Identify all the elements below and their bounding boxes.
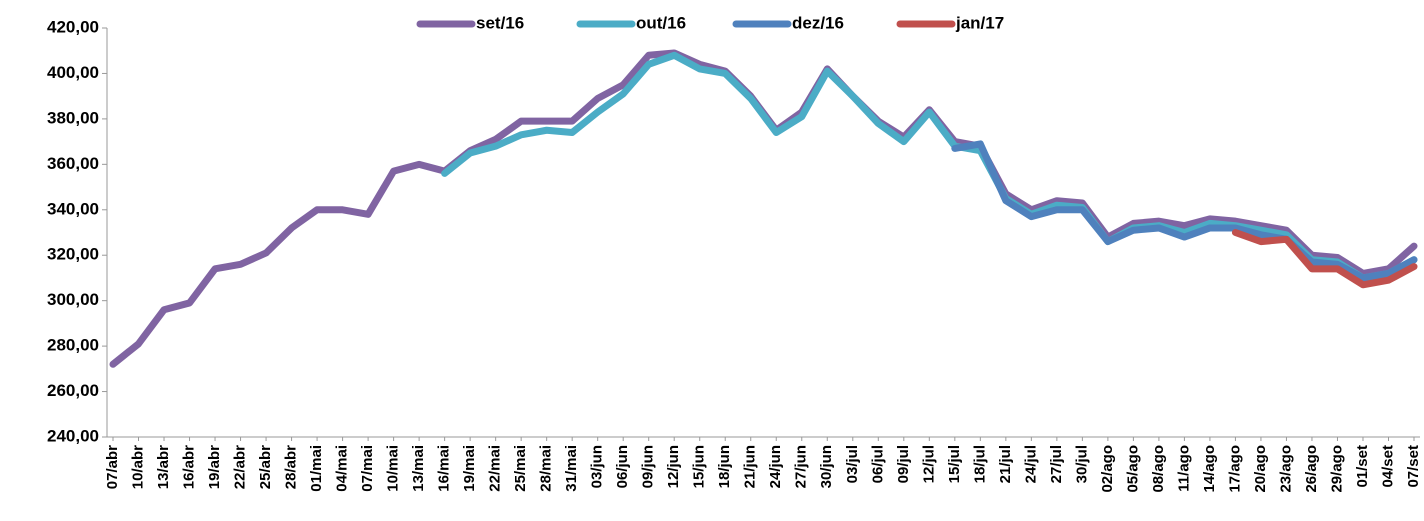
y-tick-label: 240,00	[47, 426, 99, 445]
series-line	[951, 140, 1418, 282]
x-tick-label: 12/jul	[920, 445, 937, 483]
x-tick-label: 19/abr	[206, 445, 223, 489]
y-tick-label: 280,00	[47, 336, 99, 355]
x-tick-label: 03/jun	[589, 445, 606, 488]
legend-label: set/16	[476, 13, 524, 32]
x-tick-label: 02/ago	[1099, 445, 1116, 493]
x-tick-label: 23/ago	[1277, 445, 1294, 493]
x-tick-label: 13/abr	[155, 445, 172, 489]
x-tick-label: 01/mai	[308, 445, 325, 492]
x-tick-label: 04/mai	[334, 445, 351, 492]
x-tick-label: 01/set	[1354, 445, 1371, 488]
x-tick-label: 06/jul	[869, 445, 886, 483]
x-tick-label: 07/set	[1405, 445, 1422, 488]
x-tick-label: 26/ago	[1303, 445, 1320, 493]
x-tick-label: 18/jun	[716, 445, 733, 488]
x-tick-label: 28/abr	[283, 445, 300, 489]
x-tick-label: 22/abr	[232, 445, 249, 489]
x-tick-label: 10/mai	[385, 445, 402, 492]
legend-label: out/16	[636, 13, 686, 32]
x-tick-label: 11/ago	[1175, 445, 1192, 492]
x-tick-label: 10/abr	[129, 445, 146, 489]
x-tick-label: 30/jun	[818, 445, 835, 488]
x-tick-label: 08/ago	[1150, 445, 1167, 493]
x-tick-label: 06/jun	[614, 445, 631, 488]
x-tick-label: 21/jun	[742, 445, 759, 488]
x-tick-label: 18/jul	[971, 445, 988, 483]
x-tick-label: 29/ago	[1328, 445, 1345, 493]
x-tick-label: 27/jun	[793, 445, 810, 488]
x-tick-label: 04/set	[1379, 445, 1396, 488]
x-tick-label: 16/abr	[180, 445, 197, 489]
series-line	[1231, 229, 1418, 289]
x-tick-label: 15/jul	[946, 445, 963, 483]
x-tick-label: 25/abr	[257, 445, 274, 489]
x-tick-label: 05/ago	[1124, 445, 1141, 493]
x-tick-label: 07/abr	[104, 445, 121, 489]
y-tick-label: 360,00	[47, 154, 99, 173]
x-tick-label: 25/mai	[512, 445, 529, 492]
y-tick-label: 400,00	[47, 63, 99, 82]
x-tick-label: 28/mai	[538, 445, 555, 492]
x-tick-label: 24/jul	[1022, 445, 1039, 483]
x-tick-label: 15/jun	[691, 445, 708, 488]
series-line	[441, 51, 1418, 282]
x-tick-label: 09/jun	[640, 445, 657, 488]
series-line	[109, 49, 1418, 368]
x-tick-label: 27/jul	[1048, 445, 1065, 483]
x-tick-label: 21/jul	[997, 445, 1014, 483]
x-tick-label: 17/ago	[1226, 445, 1243, 493]
y-tick-label: 320,00	[47, 245, 99, 264]
x-tick-label: 13/mai	[410, 445, 427, 492]
legend-label: dez/16	[792, 13, 844, 32]
x-tick-label: 12/jun	[665, 445, 682, 488]
x-tick-label: 24/jun	[767, 445, 784, 488]
x-tick-label: 03/jul	[844, 445, 861, 483]
x-tick-label: 22/mai	[487, 445, 504, 492]
x-tick-label: 31/mai	[563, 445, 580, 492]
x-tick-label: 14/ago	[1201, 445, 1218, 493]
x-tick-label: 30/jul	[1073, 445, 1090, 483]
y-tick-label: 420,00	[47, 17, 99, 36]
x-tick-label: 20/ago	[1252, 445, 1269, 493]
x-tick-label: 16/mai	[436, 445, 453, 492]
legend-label: jan/17	[955, 13, 1004, 32]
y-tick-label: 300,00	[47, 290, 99, 309]
y-tick-label: 380,00	[47, 108, 99, 127]
y-tick-label: 260,00	[47, 381, 99, 400]
x-tick-label: 07/mai	[359, 445, 376, 492]
x-tick-label: 19/mai	[461, 445, 478, 492]
y-tick-label: 340,00	[47, 199, 99, 218]
x-tick-label: 09/jul	[895, 445, 912, 483]
